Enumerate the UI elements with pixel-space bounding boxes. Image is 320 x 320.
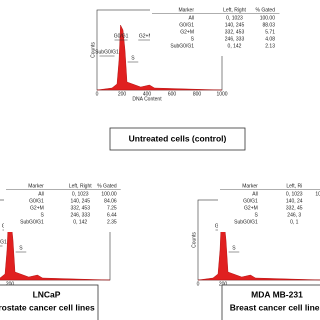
table-cell: 5.71 [265,29,275,35]
x-tick-label: 400 [143,91,152,97]
table-cell: SubG0/G1 [170,43,194,49]
table-cell: 4.08 [265,36,275,42]
table-cell: 2.35 [107,219,117,225]
caption: rostate cancer cell lines [0,302,95,312]
histogram [96,24,223,91]
table-header: Left, Right [223,7,246,13]
table-bg [218,182,320,232]
table-cell: All [188,15,194,21]
table-cell: All [38,191,44,197]
table-cell: G0/G1 [179,22,194,28]
y-axis-label: Counts [90,42,96,58]
x-tick-label: 0 [96,91,99,97]
table-cell: G0/G1 [29,198,44,204]
gate-label: S [232,245,236,251]
table-header: Left, Right [69,183,92,189]
caption: MDA MB-231 [251,289,303,299]
table-cell: 100.00 [101,191,117,197]
table-cell: SubG0/G1 [20,219,44,225]
table-cell: 246, 3 [287,212,301,218]
table-cell: 332, 45 [286,205,303,211]
caption: Untreated cells (control) [129,133,227,143]
table-cell: 140, 24 [286,198,303,204]
table-header: % Gated [256,7,276,13]
table-cell: 6.44 [107,212,117,218]
table-cell: 0, 142 [228,43,242,49]
x-axis-label: DNA Content [132,96,162,102]
gate-label: SubG0/G1 [95,49,119,55]
gate-label: S [131,55,135,61]
table-cell: All [252,191,258,197]
caption-box [109,127,246,151]
gate-label: S [19,245,23,251]
table-cell: 2.13 [265,43,275,49]
gate-label: G2+M [139,33,153,39]
table-header: Marker [178,7,194,13]
table-cell: S [254,212,258,218]
table-header: Marker [28,183,44,189]
table-cell: 246, 333 [71,212,91,218]
y-axis-label: Counts [191,232,197,248]
x-tick-label: 600 [168,91,177,97]
table-cell: G2+M [244,205,258,211]
table-cell: S [40,212,44,218]
table-cell: 7.25 [107,205,117,211]
x-tick-label: 200 [6,281,15,287]
caption: Breast cancer cell lines [230,302,320,312]
table-header: % Gated [97,183,117,189]
table-bg [4,182,139,232]
gate-label: G0/G1 [114,33,129,39]
table-cell: 246, 333 [225,36,245,42]
x-tick-label: 200 [118,91,127,97]
table-cell: 84.06 [104,198,117,204]
table-cell: SubG0/G1 [234,219,258,225]
x-tick-label: 1000 [216,91,227,97]
table-cell: 332, 453 [71,205,91,211]
table-cell: G2+M [180,29,194,35]
x-tick-label: 800 [193,91,202,97]
x-tick-label: 200 [219,281,228,287]
gate-label: SubG0/G1 [0,239,7,245]
table-header: Marker [242,183,258,189]
caption: LNCaP [33,289,61,299]
table-cell: 0, 142 [73,219,87,225]
table-cell: 140, 245 [225,22,245,28]
table-cell: 0, 1023 [72,191,89,197]
table-cell: 88.03 [262,22,275,28]
table-cell: G2+M [30,205,44,211]
table-cell: 0, 1 [290,219,299,225]
table-cell: 140, 245 [71,198,91,204]
caption-box [221,284,320,320]
histogram [197,214,320,281]
x-tick-label: 0 [197,281,200,287]
table-cell: 100.00 [260,15,276,21]
table-cell: 100.00 [315,191,320,197]
table-cell: 0, 1023 [286,191,303,197]
histogram-panel: Counts DNA Content 0 200 400 600 800 1000 SubG0/… [90,6,300,151]
table-bg [150,6,300,56]
table-cell: G0/G1 [243,198,258,204]
table-cell: 0, 1023 [226,15,243,21]
table-cell: 332, 453 [225,29,245,35]
table-header: Left, Ri [286,183,302,189]
caption-box [0,284,99,320]
table-cell: S [191,36,195,42]
